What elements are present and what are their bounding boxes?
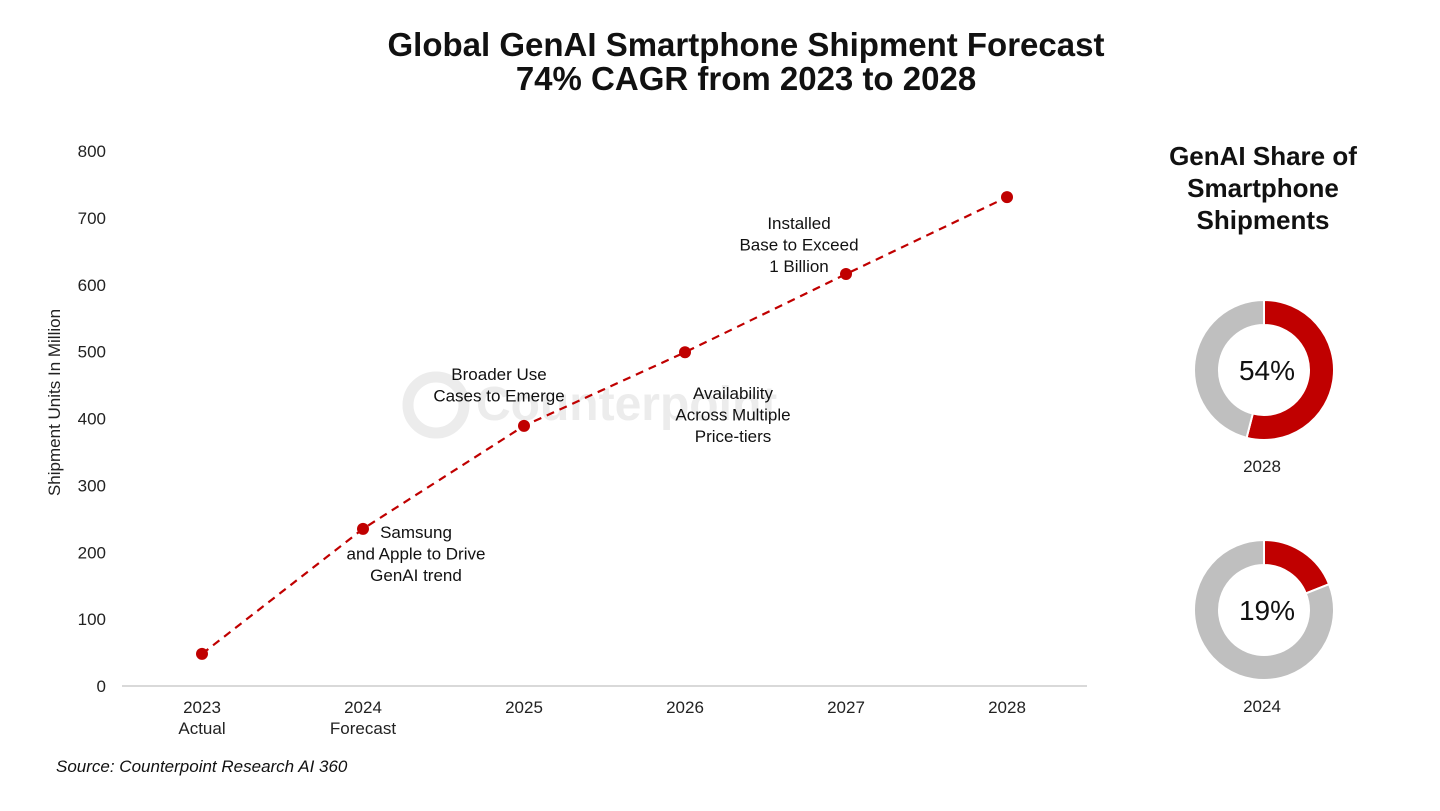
data-point	[196, 647, 208, 660]
x-tick-label: 2025	[505, 698, 543, 717]
donut-slice-other	[1193, 298, 1265, 440]
y-tick-label: 600	[78, 276, 106, 295]
donut-center-label: 54%	[1239, 355, 1295, 386]
x-axis: 2023 Actual 2024 Forecast 2025 2026 2027 2028	[122, 685, 1087, 738]
x-tick-label: Forecast	[330, 719, 396, 738]
data-point	[840, 268, 852, 281]
x-tick-label: 2023	[183, 698, 221, 717]
share-title-line: Shipments	[1196, 205, 1330, 235]
annotation-text: Price-tiers	[695, 427, 772, 446]
y-tick-label: 300	[78, 476, 106, 495]
series-layer	[196, 191, 1013, 660]
y-tick-label: 200	[78, 543, 106, 562]
share-title-line: GenAI Share of	[1169, 141, 1357, 171]
x-tick-label: 2026	[666, 698, 704, 717]
annotation-text: Across Multiple	[675, 406, 790, 425]
data-point	[679, 346, 691, 359]
watermark-logo-icon	[402, 371, 470, 439]
annotation-text: and Apple to Drive	[347, 545, 486, 564]
annotation-text: 1 Billion	[769, 257, 829, 276]
y-axis: 0 100 200 300 400 500 600 700 800 Shipment Units …	[45, 142, 106, 696]
y-axis-title: Shipment Units In Million	[45, 309, 64, 496]
annotation-text: GenAI trend	[370, 566, 462, 585]
chart-subtitle: 74% CAGR from 2023 to 2028	[515, 60, 977, 97]
series-line	[201, 196, 1008, 655]
annotation-text: Cases to Emerge	[433, 387, 564, 406]
x-tick-label: 2027	[827, 698, 865, 717]
x-tick-label: 2028	[988, 698, 1026, 717]
annotation-text: Base to Exceed	[739, 236, 858, 255]
y-tick-label: 100	[78, 610, 106, 629]
donut-charts: 54% 2028 19% 2024	[1192, 298, 1335, 716]
y-tick-label: 0	[97, 677, 106, 696]
source-note: Source: Counterpoint Research AI 360	[56, 757, 348, 776]
data-point	[357, 522, 369, 535]
annotation-text: Broader Use	[451, 365, 546, 384]
annotation-text: Availability	[693, 384, 774, 403]
data-point	[1001, 191, 1013, 204]
donut-year-label: 2028	[1243, 457, 1281, 476]
chart-title: Global GenAI Smartphone Shipment Forecas…	[0, 28, 1440, 96]
annotation-text: Installed	[767, 214, 830, 233]
y-tick-label: 800	[78, 142, 106, 161]
share-panel-title: GenAI Share of Smartphone Shipments	[1150, 140, 1376, 236]
donut-slice-genai	[1245, 298, 1335, 441]
data-point	[518, 419, 530, 432]
annotation-text: Samsung	[380, 523, 452, 542]
share-title-line: Smartphone	[1187, 173, 1339, 203]
annotations: Samsung and Apple to Drive GenAI trend Broa…	[347, 214, 859, 585]
y-tick-label: 400	[78, 410, 106, 429]
donut-center-label: 19%	[1239, 595, 1295, 626]
chart-title-line1: Global GenAI Smartphone Shipment Forecas…	[387, 26, 1105, 63]
x-tick-label: Actual	[178, 719, 225, 738]
x-tick-label: 2024	[344, 698, 382, 717]
donut-slice-genai	[1263, 538, 1331, 595]
y-tick-label: 500	[78, 343, 106, 362]
donut-slice-other	[1192, 538, 1335, 681]
y-tick-label: 700	[78, 209, 106, 228]
donut-year-label: 2024	[1243, 697, 1281, 716]
